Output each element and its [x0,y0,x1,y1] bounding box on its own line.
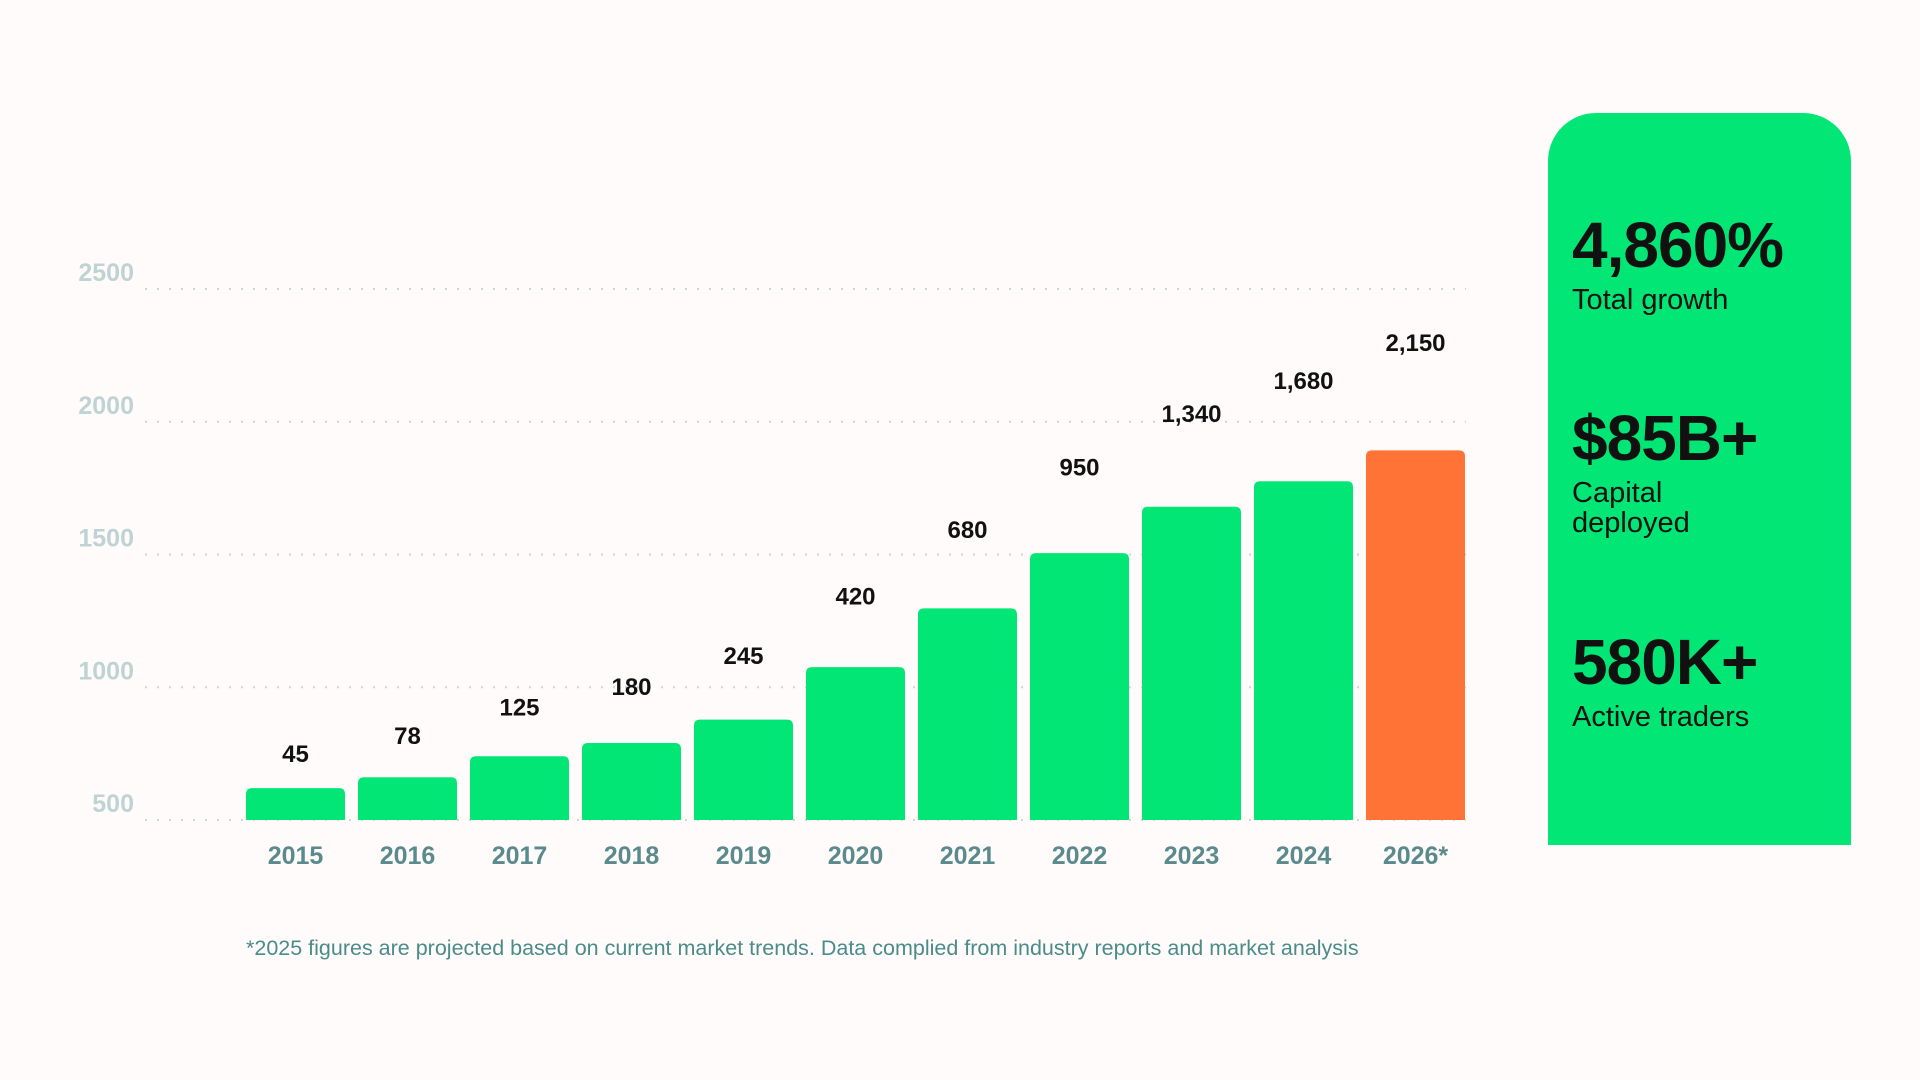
stat-label: Total growth [1572,284,1729,316]
y-tick-label: 2000 [78,392,134,420]
y-tick-label: 2500 [78,259,134,287]
bar-2021 [918,608,1017,820]
bar-2020 [806,667,905,820]
bar-chart: 500 1000 1500 2000 2500 45 2015 78 2016 125 2017 18… [78,259,1466,870]
bar-2019 [694,719,793,820]
data-label: 1,340 [1161,401,1221,428]
data-label: 1,680 [1273,368,1333,395]
data-label: 680 [947,517,987,544]
y-tick-label: 1500 [78,525,134,553]
bar-2024 [1254,481,1353,820]
x-tick-label: 2021 [940,842,996,870]
bar-2022 [1030,553,1129,820]
data-label: 950 [1059,455,1099,482]
x-tick-label: 2019 [716,842,772,870]
bar-2017 [470,756,569,820]
stat-value: 4,860% [1572,209,1784,281]
bar-2018 [582,743,681,820]
x-tick-label: 2015 [268,842,324,870]
stat-label: Active traders [1572,701,1750,733]
footnote: *2025 figures are projected based on cur… [246,936,1359,960]
bar-2023 [1142,506,1241,820]
x-tick-label: 2016 [380,842,436,870]
x-tick-label: 2024 [1276,842,1332,870]
bar-2016 [358,777,457,820]
x-tick-label: 2023 [1164,842,1220,870]
x-tick-label: 2018 [604,842,660,870]
stat-label: Capital deployed [1572,477,1690,540]
bar-2015 [246,788,345,820]
data-label: 45 [282,741,309,768]
stats-card: 4,860% Total growth $85B+ Capital deploy… [1548,113,1851,845]
y-tick-label: 500 [92,790,134,818]
x-tick-label: 2017 [492,842,548,870]
x-tick-label: 2022 [1052,842,1108,870]
data-label: 180 [611,674,651,701]
stat-capital-deployed: $85B+ Capital deployed [1572,402,1758,540]
data-label: 2,150 [1385,330,1445,357]
data-label: 245 [723,643,763,670]
stat-value: $85B+ [1572,402,1758,474]
bar-2026* [1366,450,1465,820]
stat-value: 580K+ [1572,626,1758,698]
x-tick-label: 2026* [1383,842,1449,870]
data-label: 420 [835,583,875,610]
stat-active-traders: 580K+ Active traders [1572,630,1772,732]
data-label: 125 [499,695,539,722]
y-tick-label: 1000 [78,657,134,685]
stat-total-growth: 4,860% Total growth [1572,209,1784,316]
data-label: 78 [394,723,421,750]
x-tick-label: 2020 [828,842,884,870]
